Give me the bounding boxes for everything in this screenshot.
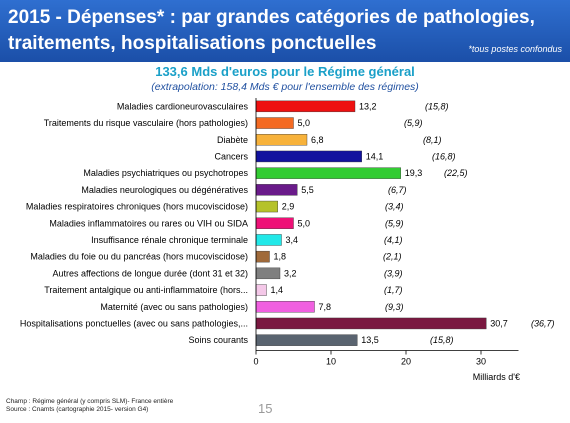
value-label-3: 14,1 [366,151,384,161]
category-label-14: Soins courants [188,335,248,345]
bar-14 [255,334,358,346]
extrapolation-note: (extrapolation: 158,4 Mds € pour l'ensem… [151,81,419,93]
value-label-8: 3,4 [286,235,299,245]
bar-2 [255,134,308,146]
value-label-9: 1,8 [274,252,287,262]
category-label-1: Traitements du risque vasculaire (hors p… [44,118,248,128]
bar-6 [255,200,278,213]
category-label-2: Diabète [217,135,248,145]
bar-9 [255,250,270,263]
bar-8 [255,234,282,246]
category-label-12: Maternité (avec ou sans pathologies) [100,302,248,312]
value-label-2: 6,8 [311,135,324,145]
extrapolated-label-0: (15,8) [425,101,449,111]
page-title-line-2: traitements, hospitalisations ponctuelle… [8,33,377,54]
category-label-13: Hospitalisations ponctuelles (avec ou sa… [20,318,248,328]
category-label-5: Maladies neurologiques ou dégénératives [81,185,248,195]
extrapolated-label-5: (6,7) [388,185,407,195]
category-label-7: Maladies inflammatoires ou rares ou VIH … [49,218,248,228]
x-axis-label: Milliards d'€ [473,372,520,382]
extrapolated-label-14: (15,8) [430,335,454,345]
value-label-13: 30,7 [490,318,508,328]
category-label-3: Cancers [214,151,248,161]
value-label-6: 2,9 [282,202,295,212]
extrapolated-label-7: (5,9) [385,218,404,228]
title-note: *tous postes confondus [468,44,562,54]
extrapolated-label-2: (8,1) [423,135,442,145]
value-label-0: 13,2 [359,101,377,111]
extrapolated-label-9: (2,1) [383,252,402,262]
extrapolated-label-12: (9,3) [385,302,404,312]
category-label-0: Maladies cardioneurovasculaires [117,101,249,111]
value-label-7: 5,0 [298,218,311,228]
bar-1 [255,117,294,129]
extrapolated-label-1: (5,9) [404,118,423,128]
extrapolated-label-10: (3,9) [384,268,403,278]
category-label-10: Autres affections de longue durée (dont … [53,268,248,278]
page-number: 15 [258,401,273,416]
page-title-line-1: 2015 - Dépenses* : par grandes catégorie… [8,7,535,28]
category-label-8: Insuffisance rénale chronique terminale [91,235,248,245]
category-label-9: Maladies du foie ou du pancréas (hors mu… [30,252,248,262]
x-tick-label-2: 20 [401,357,411,367]
category-label-4: Maladies psychiatriques ou psychotropes [83,168,248,178]
bar-12 [255,301,315,313]
x-tick-label-1: 10 [326,357,336,367]
value-label-10: 3,2 [284,268,297,278]
value-label-4: 19,3 [405,168,423,178]
bar-7 [255,217,294,229]
extrapolated-label-3: (16,8) [432,151,456,161]
bars-group: Maladies cardioneurovasculaires 13,2 (15,8… [20,100,555,346]
footer-source-line: Source : Cnamts (cartographie 2015- vers… [6,406,149,413]
extrapolated-label-11: (1,7) [384,285,403,295]
x-axis: 0 10 20 30 [253,98,519,367]
bar-0 [255,100,356,113]
extrapolated-label-13: (36,7) [531,318,555,328]
footer-source: Champ : Régime général (y compris SLM)- … [6,398,173,414]
bar-13 [255,317,487,330]
category-label-6: Maladies respiratoires chroniques (hors … [26,202,248,212]
bar-5 [255,184,298,196]
value-label-1: 5,0 [298,118,311,128]
footer-scope: Champ : Régime général (y compris SLM)- … [6,398,174,405]
value-label-14: 13,5 [361,335,379,345]
chart-subtitle: 133,6 Mds d'euros pour le Régime général [155,64,415,79]
bar-3 [255,150,362,163]
x-tick-label-0: 0 [253,357,258,367]
title-banner: 2015 - Dépenses* : par grandes catégorie… [0,0,570,62]
value-label-11: 1,4 [271,285,284,295]
category-label-11: Traitement antalgique ou anti-inflammato… [44,285,248,295]
bar-10 [255,267,281,280]
bar-4 [255,167,401,179]
bar-11 [255,284,267,296]
extrapolated-label-6: (3,4) [385,202,404,212]
extrapolated-label-4: (22,5) [444,168,468,178]
x-tick-label-3: 30 [476,357,486,367]
value-label-5: 5,5 [301,185,314,195]
extrapolated-label-8: (4,1) [384,235,403,245]
value-label-12: 7,8 [319,302,332,312]
